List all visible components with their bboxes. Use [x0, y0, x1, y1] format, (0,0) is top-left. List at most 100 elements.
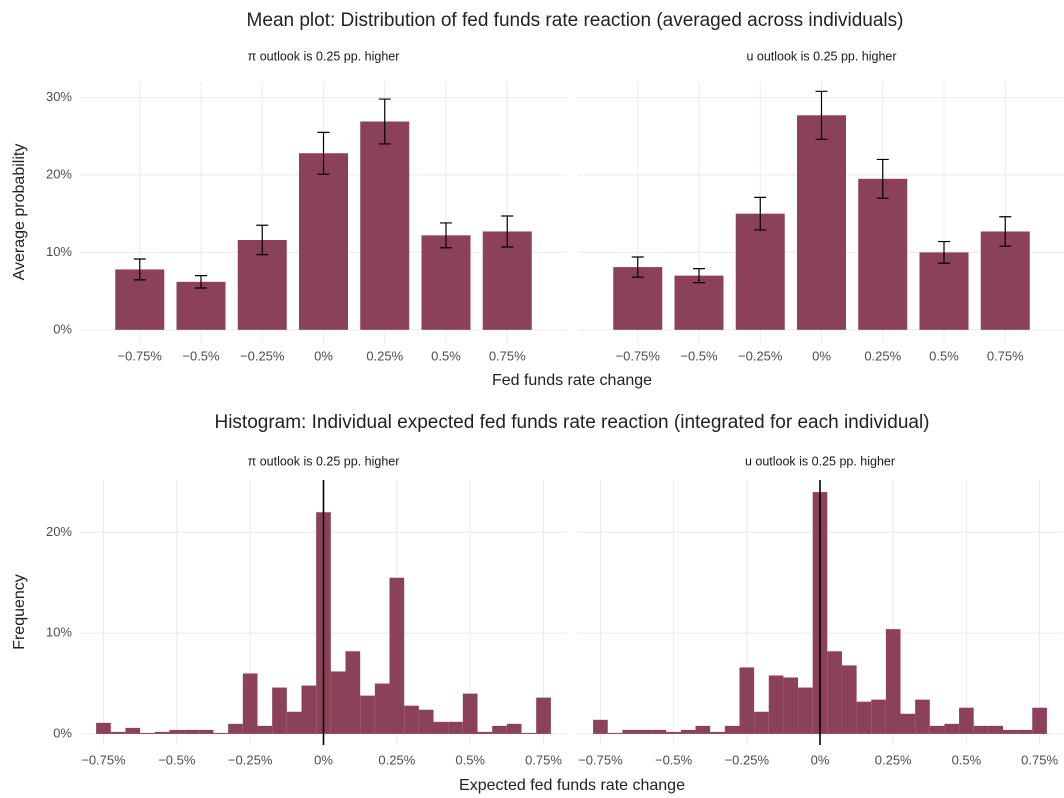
x-tick-label: 0% [811, 752, 830, 767]
histogram-bar [140, 732, 155, 734]
histogram-bar [856, 701, 872, 734]
histogram-bar [418, 709, 434, 734]
histogram-bar [607, 732, 623, 734]
histogram-bar [301, 685, 317, 734]
histogram-bar [257, 725, 273, 734]
bar [797, 115, 846, 330]
histogram-bar [695, 725, 711, 734]
histogram-bar [783, 677, 799, 734]
y-axis-title: Frequency [11, 574, 28, 650]
x-tick-label: −0.5% [680, 348, 718, 363]
histogram-bar [1002, 729, 1018, 734]
y-tick-label: 10% [46, 625, 72, 640]
histogram-bar [242, 673, 258, 734]
bar [299, 153, 348, 330]
histogram-bar [754, 711, 769, 734]
chart-title: Mean plot: Distribution of fed funds rat… [247, 10, 904, 31]
histogram-bar [637, 729, 652, 734]
x-tick-label: 0.75% [1021, 752, 1058, 767]
histogram-bar [871, 699, 886, 734]
histogram-bar [521, 732, 537, 734]
y-tick-label: 30% [46, 89, 72, 104]
histogram-bar [680, 729, 696, 734]
x-tick-label: −0.25% [725, 752, 770, 767]
bar [176, 281, 226, 330]
x-tick-label: −0.75% [81, 752, 126, 767]
x-tick-label: 0.25% [366, 348, 403, 363]
histogram-bar [739, 667, 755, 734]
bar [919, 252, 969, 330]
histogram-bar [666, 731, 681, 734]
error-bar [501, 215, 514, 248]
histogram-bar [374, 683, 390, 734]
error-bar [256, 224, 269, 256]
histogram-bar [944, 723, 960, 734]
x-axis-title: Expected fed funds rate change [459, 777, 685, 794]
histogram-bar [433, 721, 449, 734]
histogram-bar [1032, 707, 1047, 734]
histogram-bar [536, 697, 551, 734]
x-tick-label: 0.75% [987, 348, 1024, 363]
histogram-bar [827, 651, 842, 734]
histogram-bar [110, 731, 126, 734]
y-tick-label: 0% [53, 725, 72, 740]
x-tick-label: −0.75% [616, 348, 661, 363]
y-tick-label: 10% [46, 244, 72, 259]
y-tick-label: 20% [46, 166, 72, 181]
x-tick-label: 0.75% [525, 752, 562, 767]
y-tick-label: 20% [46, 524, 72, 539]
histogram-bar [96, 722, 111, 734]
error-bar [693, 268, 705, 284]
error-bar [754, 196, 767, 231]
x-tick-label: 0.25% [875, 752, 912, 767]
x-tick-label: −0.75% [118, 348, 163, 363]
bar [360, 121, 410, 330]
histogram-bar [724, 725, 740, 734]
bar [858, 178, 908, 330]
histogram-bar [404, 705, 419, 734]
error-bar [815, 90, 828, 140]
facet-title: u outlook is 0.25 pp. higher [745, 454, 895, 468]
histogram-bar [798, 687, 813, 734]
bar [980, 231, 1030, 330]
histogram-bar [154, 731, 170, 734]
x-tick-label: 0.75% [489, 348, 526, 363]
histogram-bar [477, 731, 493, 734]
histogram-bar [345, 651, 361, 734]
chart-title: Histogram: Individual expected fed funds… [214, 412, 929, 433]
x-tick-label: 0% [812, 348, 831, 363]
histogram-bar [1017, 729, 1033, 734]
error-bar [938, 240, 950, 264]
y-tick-label: 0% [53, 321, 72, 336]
error-bar [317, 131, 330, 175]
histogram-bar [125, 727, 141, 734]
histogram-bar [330, 671, 346, 734]
facet-title: π outlook is 0.25 pp. higher [248, 49, 400, 63]
x-tick-label: −0.25% [738, 348, 783, 363]
error-bar [631, 256, 644, 278]
histogram-bar [198, 729, 214, 734]
bar [735, 213, 785, 330]
histogram-bar [768, 675, 784, 734]
error-bar [195, 275, 207, 289]
y-axis-title: Average probability [11, 144, 28, 281]
x-tick-label: −0.5% [655, 752, 693, 767]
histogram-bar [272, 687, 287, 734]
x-tick-label: 0.5% [455, 752, 485, 767]
histogram-bar [885, 629, 901, 734]
histogram-bar [651, 729, 667, 734]
histogram-bar [462, 693, 478, 734]
bar [482, 231, 532, 330]
histogram-bar [492, 725, 507, 734]
x-tick-label: −0.5% [158, 752, 196, 767]
histogram-bar [360, 695, 375, 734]
histogram-bar [389, 577, 405, 734]
histogram-bar [286, 711, 302, 734]
x-tick-label: 0.5% [929, 348, 959, 363]
histogram-bar [929, 725, 945, 734]
histogram-bar [973, 725, 989, 734]
histogram-bar [959, 707, 974, 734]
histogram-bar [169, 729, 185, 734]
histogram-bar [915, 699, 930, 734]
error-bar [876, 158, 889, 199]
